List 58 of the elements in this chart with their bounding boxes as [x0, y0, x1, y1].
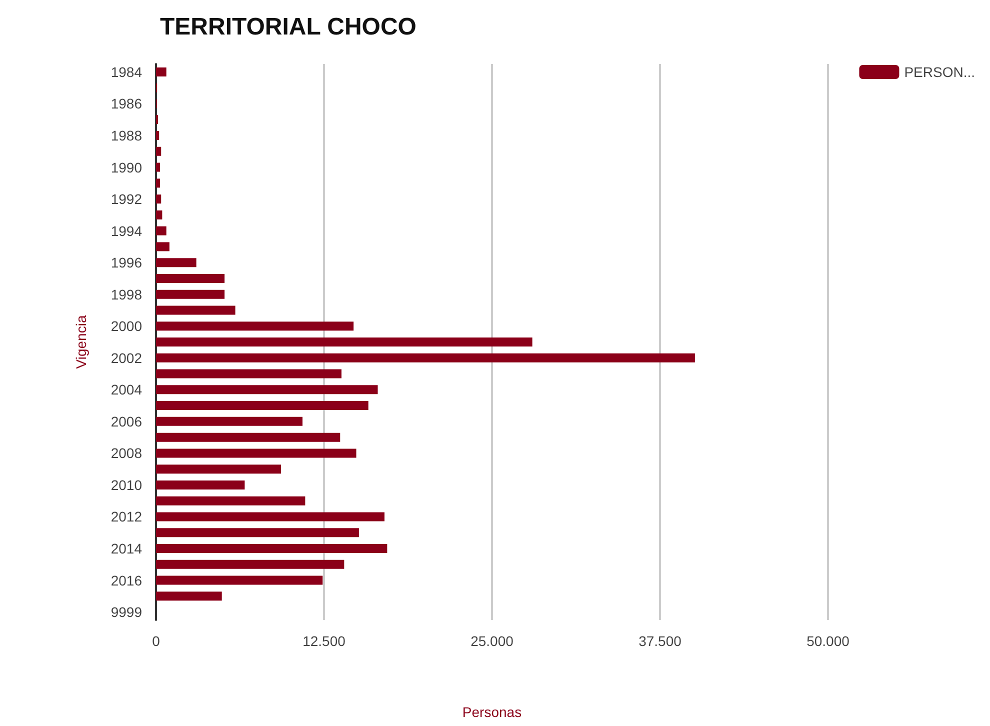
x-tick-label: 25.000 — [470, 633, 514, 649]
x-tick-label: 37.500 — [638, 633, 682, 649]
y-tick-label: 9999 — [110, 604, 142, 620]
bar — [156, 576, 323, 585]
y-tick-label: 1994 — [110, 222, 142, 239]
bar — [156, 226, 166, 236]
y-tick-label: 2010 — [110, 476, 142, 493]
bar — [156, 210, 162, 220]
bar — [156, 290, 225, 299]
y-tick-label: 2002 — [110, 350, 142, 366]
bar — [156, 512, 384, 522]
bar — [156, 146, 162, 156]
bar — [156, 416, 302, 426]
bar — [156, 162, 160, 172]
x-tick-label: 50.000 — [806, 633, 850, 649]
chart-title: TERRITORIAL CHOCO — [160, 14, 416, 40]
x-tick-label: 12.500 — [302, 633, 346, 649]
y-tick-label: 1988 — [110, 127, 142, 144]
y-tick-label: 1992 — [110, 191, 142, 208]
y-tick-label: 1990 — [110, 159, 142, 176]
y-tick-label: 1998 — [110, 286, 142, 302]
bar — [156, 306, 236, 315]
bar — [156, 496, 306, 506]
bar — [156, 274, 225, 283]
bar — [156, 242, 170, 252]
bar — [156, 338, 532, 346]
bar — [156, 544, 388, 554]
y-tick-label: 1986 — [110, 96, 142, 112]
bar — [156, 528, 359, 538]
x-axis-title: Personas — [462, 704, 522, 720]
bar — [156, 194, 162, 204]
bar — [156, 480, 245, 490]
y-tick-label: 1996 — [110, 254, 142, 271]
y-tick-label: 2012 — [110, 508, 142, 525]
bar — [156, 385, 378, 394]
bar — [156, 401, 368, 410]
bar — [156, 67, 166, 76]
y-tick-label: 2000 — [110, 318, 142, 334]
y-tick-label: 2014 — [110, 540, 142, 557]
y-tick-label: 2004 — [110, 382, 142, 398]
y-tick-label: 2008 — [110, 445, 142, 462]
y-tick-label: 2016 — [110, 572, 142, 588]
bar — [156, 369, 342, 378]
legend-label: PERSON... — [904, 64, 976, 80]
y-tick-label: 2006 — [110, 413, 142, 430]
bar — [156, 353, 695, 362]
y-tick-label: 1984 — [110, 64, 142, 80]
y-axis-title: Vigencia — [73, 315, 89, 369]
bar — [156, 560, 344, 569]
bar — [156, 258, 196, 268]
bar — [156, 464, 281, 474]
x-tick-label: 0 — [152, 633, 160, 649]
bar — [156, 592, 222, 601]
bar — [156, 178, 160, 188]
bar — [156, 448, 356, 458]
bar — [156, 322, 354, 331]
bar — [156, 130, 160, 140]
bar — [156, 432, 340, 442]
